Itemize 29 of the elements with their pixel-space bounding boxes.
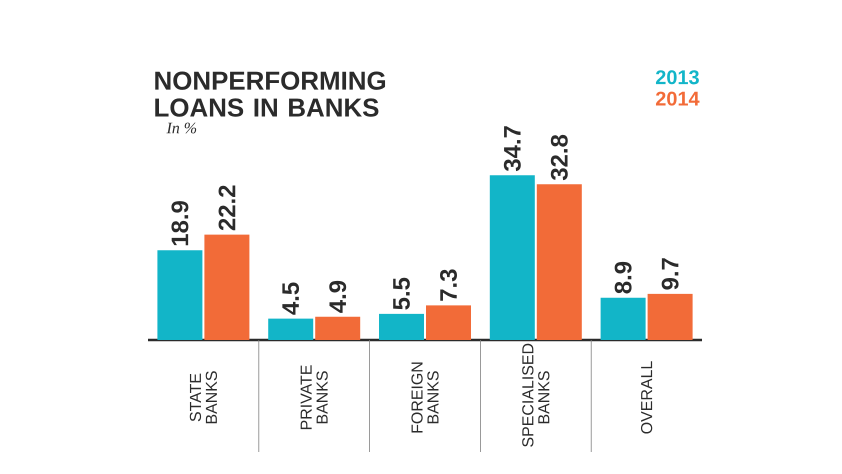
x-tick-label: SPECIALISED BANKS bbox=[522, 344, 550, 447]
data-label: 32.8 bbox=[550, 134, 568, 180]
bar bbox=[315, 316, 360, 340]
x-tick-label: FOREIGN BANKS bbox=[411, 362, 439, 433]
bar bbox=[536, 184, 582, 340]
text: 2013 bbox=[656, 70, 699, 84]
chart-title: NONPERFORMING LOANS IN BANKS bbox=[155, 72, 386, 117]
x-tick-label: STATE BANKS bbox=[190, 371, 218, 424]
bar bbox=[426, 305, 471, 340]
data-label: 4.9 bbox=[329, 280, 346, 313]
data-label: 22.2 bbox=[218, 185, 236, 230]
bar bbox=[268, 318, 314, 340]
data-label: 4.5 bbox=[282, 282, 300, 315]
data-label: 8.9 bbox=[614, 262, 632, 294]
text: 2014 bbox=[656, 92, 700, 106]
bar bbox=[204, 234, 250, 340]
data-label: 7.3 bbox=[440, 269, 457, 301]
data-label: 18.9 bbox=[171, 201, 188, 246]
bar bbox=[490, 175, 535, 340]
x-tick-label: PRIVATE BANKS bbox=[300, 365, 328, 430]
x-tick-label: OVERALL bbox=[640, 361, 652, 434]
bar bbox=[600, 298, 646, 340]
chart-subtitle: In % bbox=[166, 122, 196, 134]
bar bbox=[379, 314, 424, 340]
bar bbox=[648, 294, 693, 340]
data-label: 34.7 bbox=[504, 126, 521, 172]
data-label: 9.7 bbox=[662, 258, 679, 290]
bar bbox=[157, 250, 202, 340]
data-label: 5.5 bbox=[393, 278, 410, 310]
